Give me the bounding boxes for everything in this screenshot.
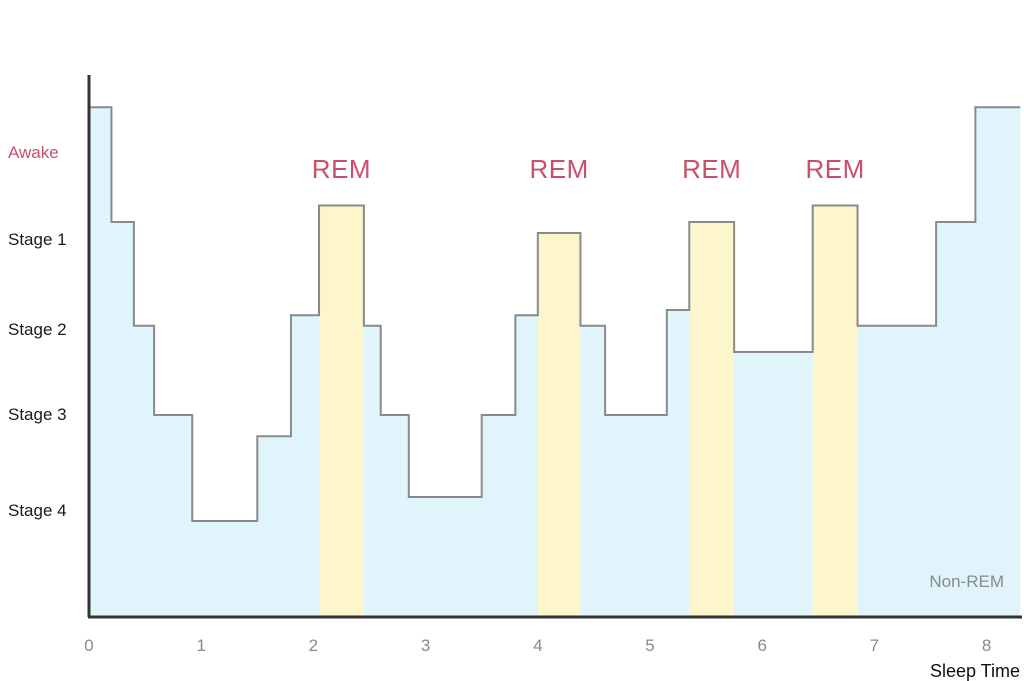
rem-band-2 [537,233,581,617]
y-label-stage-4: Stage 4 [8,501,67,520]
x-tick-7: 7 [870,636,879,655]
rem-band-3 [689,222,735,617]
x-tick-6: 6 [757,636,766,655]
x-tick-1: 1 [196,636,205,655]
x-tick-0: 0 [84,636,93,655]
rem-band-1 [319,205,364,617]
non-rem-annotation: Non-REM [929,572,1004,591]
y-label-stage-1: Stage 1 [8,230,67,249]
x-tick-2: 2 [309,636,318,655]
rem-label-1: REM [312,154,371,184]
x-tick-8: 8 [982,636,991,655]
rem-bands [319,205,858,617]
hypnogram-line-group [89,106,1021,522]
rem-label-3: REM [682,154,741,184]
y-label-awake: Awake [8,143,59,162]
rem-band-4 [812,205,858,617]
chart-axes [87,75,1022,619]
x-tick-5: 5 [645,636,654,655]
x-axis-label: Sleep Time [930,661,1020,681]
x-tick-4: 4 [533,636,542,655]
y-axis-labels: Awake Stage 1 Stage 2 Stage 3 Stage 4 [8,143,67,520]
rem-label-2: REM [529,154,588,184]
x-tick-3: 3 [421,636,430,655]
y-label-stage-2: Stage 2 [8,320,67,339]
hypnogram-line [89,106,1021,522]
rem-label-4: REM [805,154,864,184]
x-axis-ticks: 0 1 2 3 4 5 6 7 8 [84,636,991,655]
rem-labels: REM REM REM REM [312,154,864,184]
y-label-stage-3: Stage 3 [8,405,67,424]
